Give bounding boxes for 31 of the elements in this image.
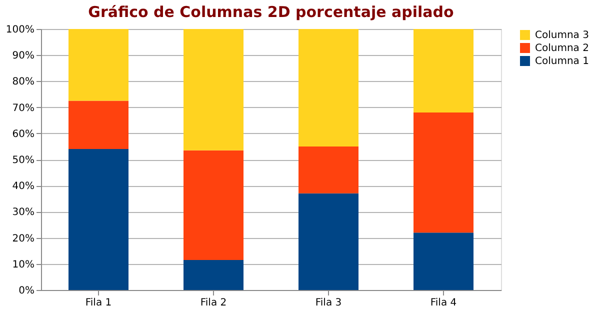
bar [298,193,358,290]
y-tick-label: 30% [12,207,34,218]
bar [68,100,128,150]
bar [298,29,358,146]
y-tick-label: 20% [12,233,34,244]
y-tick-label: 0% [18,286,34,296]
legend-label: Columna 1 [535,56,589,67]
x-tick-label: Fila 1 [85,298,112,308]
bar [184,29,244,150]
bar [414,112,474,233]
chart-title: Gráfico de Columnas 2D porcentaje apilado [88,3,454,21]
x-tick-label: Fila 3 [315,298,342,308]
x-tick-label: Fila 2 [200,298,227,308]
y-tick-label: 50% [12,155,34,166]
y-tick-label: 90% [12,50,34,62]
bar [414,232,474,290]
bar [298,146,358,194]
y-tick-label: 10% [12,259,34,270]
bar [414,29,474,113]
bar [184,260,244,290]
legend-label: Columna 3 [535,30,589,41]
y-tick-label: 40% [12,181,34,192]
legend-label: Columna 2 [535,43,589,54]
y-tick-label: 100% [6,24,34,36]
bar [68,29,128,101]
y-tick-label: 60% [12,128,34,140]
x-tick-label: Fila 4 [430,298,457,308]
y-tick-label: 70% [12,102,34,114]
bar [184,150,244,260]
y-tick-label: 80% [12,76,34,88]
bar [68,149,128,290]
